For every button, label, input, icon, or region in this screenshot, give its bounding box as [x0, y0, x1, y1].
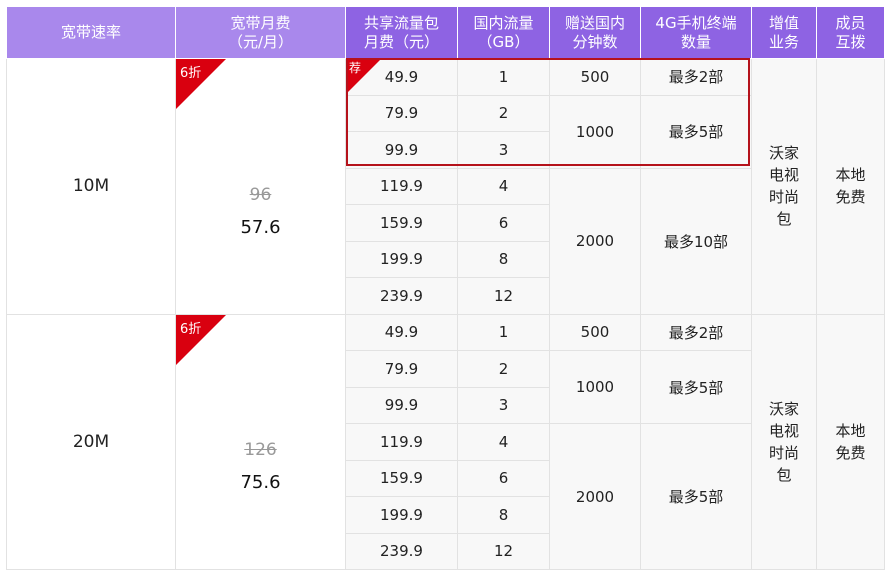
discounted-price: 57.6	[240, 216, 281, 238]
member-call: 本地 免费	[816, 58, 885, 315]
table-row: 239.9 12	[7, 532, 885, 570]
data-gb: 1	[457, 313, 550, 351]
data-gb: 3	[457, 386, 550, 424]
value-added-label: 沃家 电视 时尚 包	[768, 399, 799, 484]
package-fee: 49.9	[345, 313, 458, 351]
data-gb: 3	[457, 131, 550, 169]
package-fee: 239.9	[345, 532, 458, 570]
column-header-label: 成员 互拨	[835, 13, 866, 51]
broadband-price-cell: 6折 96 57.6	[175, 58, 346, 315]
discount-tag	[176, 314, 226, 365]
table-row: 159.9 6	[7, 204, 885, 242]
speed-cell: 10M	[6, 58, 176, 315]
free-minutes: 1000	[549, 94, 641, 169]
member-call-label: 本地 免费	[835, 166, 866, 207]
data-gb: 2	[457, 94, 550, 132]
data-gb: 12	[457, 277, 550, 315]
column-header-label: 4G手机终端 数量	[655, 13, 737, 51]
package-fee: 199.9	[345, 496, 458, 534]
member-call-label: 本地 免费	[835, 421, 866, 462]
member-call: 本地 免费	[816, 313, 885, 570]
free-minutes: 500	[549, 313, 641, 351]
column-header-label: 宽带速率	[60, 23, 121, 41]
column-header-label: 国内流量 （GB）	[473, 13, 534, 51]
device-count: 最多5部	[640, 423, 752, 570]
table-row: 79.9 2 1000 最多5部	[7, 350, 885, 424]
column-header: 赠送国内 分钟数	[549, 6, 641, 59]
device-count: 最多5部	[640, 350, 752, 424]
value-added-label: 沃家 电视 时尚 包	[768, 144, 799, 229]
package-fee: 99.9	[345, 386, 458, 424]
package-fee: 199.9	[345, 240, 458, 278]
package-fee: 159.9	[345, 459, 458, 497]
discount-label: 6折	[180, 66, 202, 81]
data-gb: 8	[457, 496, 550, 534]
original-price: 96	[249, 184, 272, 205]
column-header: 宽带速率	[6, 6, 176, 59]
table-row: 119.9 4 2000 最多5部	[7, 423, 885, 570]
package-fee: 119.9	[345, 167, 458, 205]
table-row: 119.9 4 2000 最多10部	[7, 167, 885, 315]
table-row: 79.9 2 1000 最多5部	[7, 94, 885, 169]
column-header-label: 共享流量包 月费（元）	[363, 13, 439, 51]
header-row: 宽带速率 宽带月费 （元/月） 共享流量包 月费（元） 国内流量 （GB） 赠送国内 分…	[6, 6, 885, 59]
data-gb: 12	[457, 532, 550, 570]
column-header: 4G手机终端 数量	[640, 6, 752, 59]
column-header: 成员 互拨	[816, 6, 885, 59]
data-gb: 1	[457, 58, 550, 96]
data-gb: 4	[457, 167, 550, 205]
column-header: 共享流量包 月费（元）	[345, 6, 458, 59]
column-header: 国内流量 （GB）	[457, 6, 550, 59]
table-row: 199.9 8	[7, 496, 885, 534]
column-header-label: 增值 业务	[768, 13, 799, 51]
discount-tag	[176, 59, 226, 109]
column-header: 宽带月费 （元/月）	[175, 6, 346, 59]
table-row: 199.9 8	[7, 240, 885, 278]
data-gb: 6	[457, 204, 550, 242]
free-minutes: 500	[549, 58, 641, 96]
package-fee: 159.9	[345, 204, 458, 242]
data-gb: 4	[457, 423, 550, 461]
column-header-label: 赠送国内 分钟数	[564, 13, 625, 51]
package-fee: 79.9	[345, 350, 458, 388]
column-header: 增值 业务	[751, 6, 817, 59]
value-added-service: 沃家 电视 时尚 包	[751, 313, 817, 570]
free-minutes: 1000	[549, 350, 641, 424]
discounted-price: 75.6	[240, 472, 281, 494]
table-row: 99.9 3	[7, 386, 885, 424]
discount-label: 6折	[180, 321, 202, 337]
table-row: 239.9 12	[7, 277, 885, 315]
data-gb: 8	[457, 240, 550, 278]
table-row: 20M 6折 126 75.6 49.9 1 500 最多2部 沃家 电视 时尚 包本地 免费	[6, 313, 885, 570]
value-added-service: 沃家 电视 时尚 包	[751, 58, 817, 315]
free-minutes: 2000	[549, 167, 641, 315]
original-price: 126	[244, 440, 277, 461]
free-minutes: 2000	[549, 423, 641, 570]
data-gb: 6	[457, 459, 550, 497]
package-fee: 99.9	[345, 131, 458, 169]
package-fee: 239.9	[345, 277, 458, 315]
table-row: 10M 6折 96 57.6 49.9 1 500 最多2部沃家 电视 时尚 包 本地 免费	[6, 58, 885, 315]
package-fee: 49.9	[345, 58, 458, 96]
package-fee: 119.9	[345, 423, 458, 461]
device-count: 最多2部	[640, 58, 752, 96]
package-fee: 79.9	[345, 94, 458, 132]
device-count: 最多2部	[640, 313, 752, 351]
device-count: 最多5部	[640, 94, 752, 169]
speed-cell: 20M	[6, 313, 176, 570]
device-count: 最多10部	[640, 167, 752, 315]
data-gb: 2	[457, 350, 550, 388]
pricing-table: 宽带速率 宽带月费 （元/月） 共享流量包 月费（元） 国内流量 （GB） 赠送国内 分…	[6, 6, 885, 570]
column-header-label: 宽带月费 （元/月）	[227, 13, 294, 51]
broadband-price-cell: 6折 126 75.6	[175, 313, 346, 570]
